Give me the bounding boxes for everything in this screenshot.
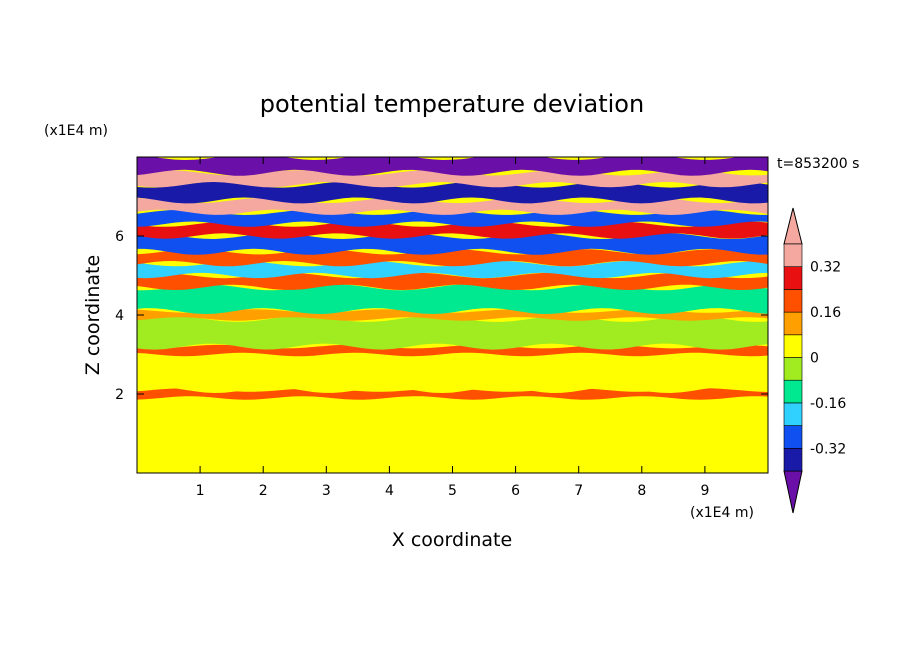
- x-tick-label: 9: [700, 483, 709, 499]
- colorbar-max-arrow: [783, 207, 803, 245]
- colorbar-box: [783, 289, 803, 313]
- y-tick-label: 6: [115, 229, 124, 245]
- colorbar-box: [783, 334, 803, 358]
- x-unit-label: (x1E4 m): [690, 505, 754, 521]
- colorbar-label: -0.16: [810, 396, 846, 412]
- contour-band: [137, 157, 768, 176]
- y-tick-label: 2: [115, 387, 124, 403]
- contour-band: [137, 309, 768, 321]
- contour-band: [137, 272, 768, 290]
- colorbar-box: [783, 311, 803, 336]
- colorbar-box: [783, 447, 803, 472]
- contour-field: [137, 157, 768, 473]
- colorbar-min-arrow: [783, 470, 803, 514]
- x-tick-label: 7: [574, 483, 583, 499]
- contour-band: [137, 261, 768, 279]
- colorbar-box: [783, 379, 803, 404]
- x-axis-label: X coordinate: [392, 529, 512, 551]
- x-tick-label: 5: [448, 483, 457, 499]
- contour-band: [137, 209, 768, 227]
- y-unit-label: (x1E4 m): [44, 123, 108, 139]
- colorbar-box: [783, 357, 803, 381]
- x-tick-label: 6: [511, 483, 520, 499]
- colorbar-label: 0: [810, 351, 819, 367]
- colorbar-label: -0.32: [810, 441, 846, 457]
- contour-band: [137, 395, 768, 473]
- contour-band: [137, 388, 768, 400]
- contour-band: [137, 351, 768, 393]
- x-tick-label: 8: [637, 483, 646, 499]
- x-tick-label: 2: [259, 483, 268, 499]
- colorbar-box: [783, 402, 803, 426]
- contour-band: [137, 233, 768, 255]
- colorbar-box: [783, 243, 803, 268]
- colorbar-box: [783, 425, 803, 449]
- y-axis-label: Z coordinate: [82, 255, 104, 375]
- colorbar-label: 0.16: [810, 305, 841, 321]
- x-tick-label: 3: [322, 483, 331, 499]
- x-tick-label: 1: [196, 483, 205, 499]
- time-label: t=853200 s: [777, 156, 859, 172]
- x-axis: 1 2 3 4 5 6 7 8 9: [196, 157, 709, 499]
- contour-band: [137, 170, 768, 188]
- colorbar-label: 0.32: [810, 260, 841, 276]
- chart-title: potential temperature deviation: [260, 90, 644, 118]
- y-tick-label: 4: [115, 308, 124, 324]
- contour-band: [137, 221, 768, 239]
- colorbar-box: [783, 266, 803, 290]
- contour-band: [137, 316, 768, 350]
- contour-band: [137, 284, 768, 314]
- colorbar: 0.32 0.16 0 -0.16 -0.32: [783, 207, 846, 514]
- y-axis: 2 4 6: [115, 229, 768, 403]
- x-tick-label: 4: [385, 483, 394, 499]
